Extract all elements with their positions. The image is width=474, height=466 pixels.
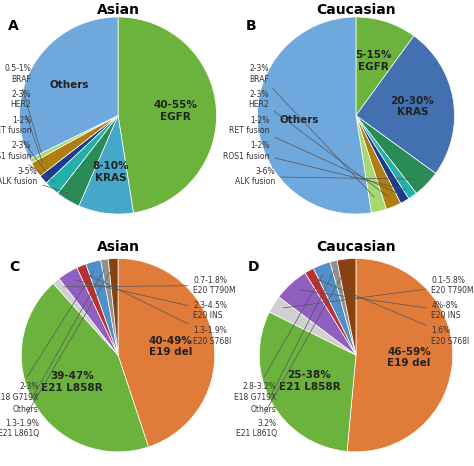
Wedge shape <box>59 267 118 355</box>
Text: 40-49%
E19 del: 40-49% E19 del <box>149 336 192 357</box>
Wedge shape <box>79 116 134 214</box>
Text: Others: Others <box>251 271 334 414</box>
Text: 1-2%
RET fusion: 1-2% RET fusion <box>0 116 47 173</box>
Wedge shape <box>356 116 436 193</box>
Text: 2.8-3.2%
E18 G719X: 2.8-3.2% E18 G719X <box>235 274 323 402</box>
Text: 5-15%
EGFR: 5-15% EGFR <box>356 50 392 72</box>
Text: 39-47%
E21 L858R: 39-47% E21 L858R <box>41 371 103 393</box>
Title: Caucasian: Caucasian <box>316 240 396 254</box>
Text: 25-38%
E21 L858R: 25-38% E21 L858R <box>279 370 340 392</box>
Text: 1-2%
ROS1 fusion: 1-2% ROS1 fusion <box>223 141 406 190</box>
Text: 1.6%
E20 S768I: 1.6% E20 S768I <box>316 278 470 345</box>
Text: 1-2%
RET fusion: 1-2% RET fusion <box>229 116 399 194</box>
Wedge shape <box>29 116 118 163</box>
Wedge shape <box>53 279 118 355</box>
Wedge shape <box>337 259 356 355</box>
Wedge shape <box>118 17 217 213</box>
Text: 3-5%
ALK fusion: 3-5% ALK fusion <box>0 167 69 193</box>
Text: C: C <box>10 260 20 274</box>
Text: 1.3-1.9%
E21 L861Q: 1.3-1.9% E21 L861Q <box>0 269 112 439</box>
Wedge shape <box>32 116 118 176</box>
Wedge shape <box>259 312 356 452</box>
Text: B: B <box>246 19 256 33</box>
Wedge shape <box>40 116 118 183</box>
Wedge shape <box>21 283 148 452</box>
Wedge shape <box>118 259 215 447</box>
Text: 4%-8%
E20 INS: 4%-8% E20 INS <box>299 290 461 320</box>
Wedge shape <box>269 297 356 355</box>
Wedge shape <box>330 260 356 355</box>
Wedge shape <box>347 259 453 452</box>
Text: A: A <box>8 19 18 33</box>
Wedge shape <box>356 116 409 203</box>
Wedge shape <box>356 116 401 209</box>
Text: 0.1-5.8%
E20 T790M: 0.1-5.8% E20 T790M <box>283 276 474 308</box>
Text: 3.2%
E21 L861Q: 3.2% E21 L861Q <box>236 269 346 439</box>
Wedge shape <box>305 268 356 355</box>
Wedge shape <box>257 17 371 214</box>
Wedge shape <box>86 260 118 355</box>
Text: 2.3-4.5%
E20 INS: 2.3-4.5% E20 INS <box>74 280 228 320</box>
Text: 20-30%
KRAS: 20-30% KRAS <box>391 96 434 117</box>
Text: 2-3%
BRAF: 2-3% BRAF <box>249 64 374 197</box>
Wedge shape <box>313 262 356 355</box>
Text: 2-3%
HER2: 2-3% HER2 <box>249 90 388 197</box>
Text: 2-3%
HER2: 2-3% HER2 <box>11 90 42 162</box>
Text: Others: Others <box>13 269 104 414</box>
Title: Asian: Asian <box>97 3 139 17</box>
Wedge shape <box>77 264 118 355</box>
Text: 2-3%
ROS1 fusion: 2-3% ROS1 fusion <box>0 141 54 182</box>
Wedge shape <box>279 273 356 355</box>
Wedge shape <box>46 116 118 193</box>
Wedge shape <box>100 259 118 355</box>
Text: 0.7-1.8%
E20 T790M: 0.7-1.8% E20 T790M <box>64 276 236 295</box>
Title: Caucasian: Caucasian <box>316 3 396 17</box>
Text: 1.3-1.9%
E20 S768I: 1.3-1.9% E20 S768I <box>87 274 232 345</box>
Wedge shape <box>356 116 416 199</box>
Text: 3-6%
ALK fusion: 3-6% ALK fusion <box>235 167 419 186</box>
Wedge shape <box>356 17 414 116</box>
Wedge shape <box>356 116 386 213</box>
Wedge shape <box>356 36 455 173</box>
Wedge shape <box>58 116 118 206</box>
Text: 46-59%
E19 del: 46-59% E19 del <box>387 347 431 369</box>
Text: 40-55%
EGFR: 40-55% EGFR <box>153 100 197 122</box>
Title: Asian: Asian <box>97 240 139 254</box>
Text: 8-10%
KRAS: 8-10% KRAS <box>92 161 129 183</box>
Text: Others: Others <box>279 115 319 125</box>
Text: 0.5-1%
BRAF: 0.5-1% BRAF <box>5 64 41 152</box>
Text: 2-3%
E18 G719X: 2-3% E18 G719X <box>0 272 94 402</box>
Wedge shape <box>108 259 118 355</box>
Wedge shape <box>19 17 118 159</box>
Text: Others: Others <box>50 80 89 90</box>
Text: D: D <box>247 260 259 274</box>
